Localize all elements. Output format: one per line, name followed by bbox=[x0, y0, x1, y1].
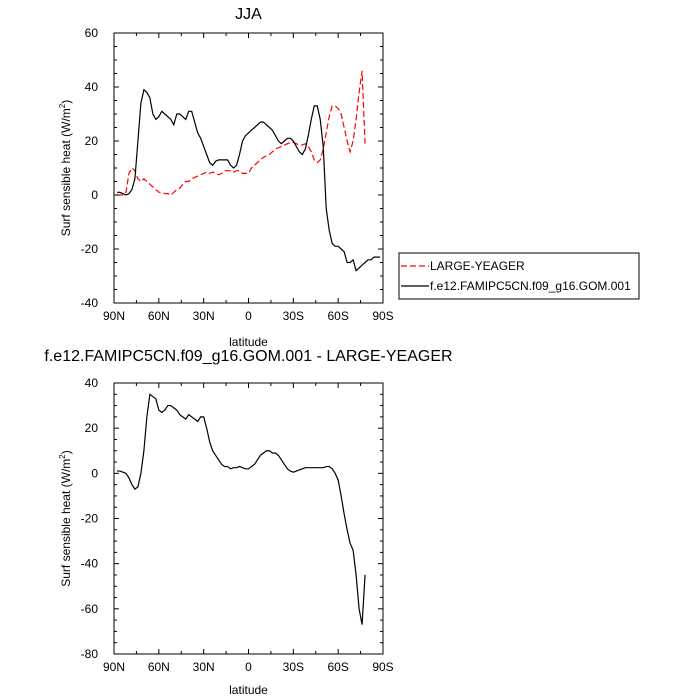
y-tick-label: -20 bbox=[81, 512, 99, 526]
y-tick-label: -60 bbox=[81, 602, 99, 616]
y-axis-label-main: Surf sensible heat (W/m bbox=[59, 459, 73, 587]
y-tick-label: 20 bbox=[85, 134, 99, 148]
x-tick-label: 30N bbox=[193, 309, 215, 323]
legend: LARGE-YEAGER f.e12.FAMIPC5CN.f09_g16.GOM.… bbox=[398, 252, 640, 300]
y-tick-label: 20 bbox=[85, 421, 99, 435]
y-tick-label: 40 bbox=[85, 80, 99, 94]
legend-box bbox=[398, 252, 640, 300]
x-tick-label: 90N bbox=[103, 309, 125, 323]
x-tick-label: 60S bbox=[327, 309, 348, 323]
chart-1: JJA 90N 60N 30N 0 30S 60S 90S -40 -20 0 20 40 60 latit… bbox=[58, 6, 640, 349]
x-tick-label: 90S bbox=[372, 309, 393, 323]
y-axis-label-main: Surf sensible heat (W/m bbox=[59, 108, 73, 236]
x-tick-label: 60S bbox=[327, 660, 348, 674]
x-axis-label: latitude bbox=[229, 335, 268, 349]
chart-title: JJA bbox=[235, 6, 262, 23]
y-tick-label: 40 bbox=[85, 376, 99, 390]
y-axis-label: Surf sensible heat (W/m2) bbox=[58, 450, 73, 587]
y-tick-label: 0 bbox=[91, 466, 98, 480]
y-axis-label-end: ) bbox=[59, 100, 73, 104]
x-tick-label: 0 bbox=[245, 660, 252, 674]
y-tick-label: -40 bbox=[81, 296, 99, 310]
y-tick-label: -80 bbox=[81, 647, 99, 661]
chart-title: f.e12.FAMIPC5CN.f09_g16.GOM.001 - LARGE-… bbox=[44, 348, 452, 365]
plot-frame bbox=[113, 382, 384, 655]
legend-label: LARGE-YEAGER bbox=[430, 259, 525, 273]
y-axis-label-sup: 2 bbox=[58, 103, 67, 108]
x-tick-label: 30S bbox=[283, 660, 304, 674]
plot-frame bbox=[113, 32, 384, 304]
x-axis-label: latitude bbox=[229, 683, 268, 697]
series-line-2 bbox=[116, 88, 381, 272]
x-tick-label: 90S bbox=[372, 660, 393, 674]
y-tick-label: -20 bbox=[81, 242, 99, 256]
x-tick-label: 30S bbox=[283, 309, 304, 323]
y-axis-label: Surf sensible heat (W/m2) bbox=[58, 100, 73, 237]
chart-2: f.e12.FAMIPC5CN.f09_g16.GOM.001 - LARGE-… bbox=[44, 348, 452, 697]
y-axis-label-sup: 2 bbox=[58, 454, 67, 459]
y-tick-label: 60 bbox=[85, 26, 99, 40]
y-tick-label: 0 bbox=[91, 188, 98, 202]
x-tick-label: 60N bbox=[148, 660, 170, 674]
x-tick-label: 60N bbox=[148, 309, 170, 323]
x-tick-label: 0 bbox=[245, 309, 252, 323]
y-tick-label: -40 bbox=[81, 557, 99, 571]
x-tick-label: 90N bbox=[103, 660, 125, 674]
series-line-1 bbox=[116, 393, 366, 625]
series-line-1 bbox=[116, 70, 366, 196]
legend-label: f.e12.FAMIPC5CN.f09_g16.GOM.001 bbox=[430, 279, 631, 293]
x-tick-label: 30N bbox=[193, 660, 215, 674]
y-axis-label-end: ) bbox=[59, 450, 73, 454]
